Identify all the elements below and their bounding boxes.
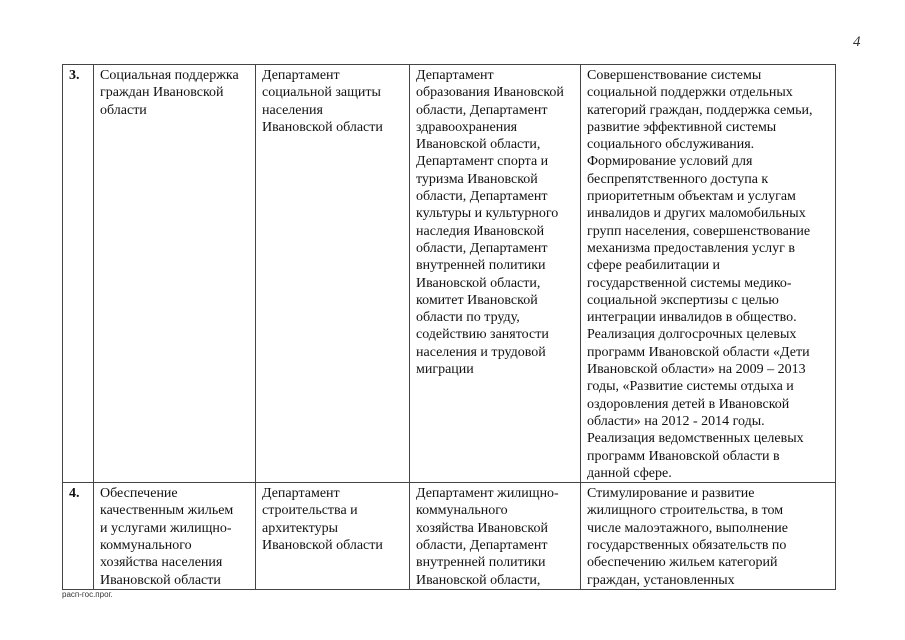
text-line: государственной системы медико- [587, 275, 792, 291]
text-line: групп населения, совершенствование [587, 223, 811, 239]
text-line: механизма предоставления услуг в [587, 240, 796, 256]
responsible-executor-cell: Департамент строительства и архитектуры Ива… [255, 482, 410, 590]
text-line: качественным жильем [100, 503, 234, 519]
text-line: области [100, 102, 147, 118]
text-line: обеспечению жильем категорий [587, 555, 778, 571]
text-line: Департамент [262, 486, 340, 502]
goals-cell: Стимулирование и развитие жилищного строи… [580, 482, 836, 590]
text-line: и услугами жилищно- [100, 520, 232, 536]
text-line: развитие эффективной системы [587, 119, 777, 135]
text-line: интеграции инвалидов в общество. [587, 310, 797, 326]
goals-cell: Совершенствование системы социальной подд… [580, 63, 836, 484]
text-line: Ивановской области [100, 572, 221, 588]
text-line: Ивановской области, [416, 275, 541, 291]
text-line: годы, «Развитие системы отдыха и [587, 379, 794, 395]
text-line: данной сфере. [587, 465, 672, 481]
text-line: беспрепятственного доступа к [587, 171, 769, 187]
table-row: 4. Обеспечение качественным жильем и услуга… [62, 482, 836, 590]
text-line: коммунального [100, 538, 192, 554]
co-executors-cell: Департамент образования Ивановской области… [409, 63, 581, 484]
text-line: Ивановской области» на 2009 – 2013 [587, 362, 806, 378]
co-executors-cell: Департамент жилищно-коммунального хозяйст… [409, 482, 581, 590]
text-line: области, Департамент [416, 189, 548, 205]
text-line: Ивановской области [262, 119, 383, 135]
text-line: граждан Ивановской [100, 85, 224, 101]
footer-filename: расп-гос.прог. [62, 590, 113, 599]
text-line: Департамент жилищно- [416, 486, 559, 502]
text-line: Формирование условий для [587, 154, 753, 170]
text-line: культуры и культурного [416, 206, 559, 222]
text-line: Социальная поддержка [100, 68, 239, 83]
text-line: коммунального [416, 503, 508, 519]
text-line: хозяйства населения [100, 555, 223, 571]
text-line: числе малоэтажного, выполнение [587, 520, 788, 536]
text-line: Стимулирование и развитие [587, 486, 755, 502]
text-line: внутренней политики [416, 555, 546, 571]
text-line: приоритетным объектам и услугам [587, 189, 796, 205]
text-line: области, Департамент [416, 240, 548, 256]
text-line: граждан, установленных [587, 572, 735, 588]
text-line: Ивановской области, [416, 572, 541, 588]
text-line: здравоохранения [416, 119, 518, 135]
table-row: 3. Социальная поддержка граждан Ивановской… [62, 63, 836, 484]
text-line: социальной экспертизы с целью [587, 292, 779, 308]
program-name-cell: Обеспечение качественным жильем и услугами… [93, 482, 256, 590]
text-line: архитектуры [262, 520, 338, 536]
text-line: Ивановской области, [416, 137, 541, 153]
text-line: наследия Ивановской [416, 223, 545, 239]
text-line: области, Департамент [416, 102, 548, 118]
row-number-cell: 4. [62, 482, 94, 590]
text-line: населения [262, 102, 323, 118]
programs-table: 3. Социальная поддержка граждан Ивановской… [62, 63, 836, 590]
text-line: населения и трудовой [416, 344, 546, 360]
responsible-executor-cell: Департамент социальной защиты населения Ива… [255, 63, 410, 484]
text-line: внутренней политики [416, 258, 546, 274]
text-line: социальной защиты [262, 85, 381, 101]
text-line: содействию занятости [416, 327, 549, 343]
text-line: Совершенствование системы [587, 68, 762, 83]
text-line: категорий граждан, поддержка семьи, [587, 102, 813, 118]
text-line: инвалидов и других маломобильных [587, 206, 806, 222]
text-line: Ивановской области [262, 538, 383, 554]
text-line: образования Ивановской [416, 85, 564, 101]
text-line: миграции [416, 362, 474, 378]
text-line: Реализация ведомственных целевых [587, 431, 804, 447]
text-line: Департамент спорта и [416, 154, 549, 170]
text-line: социальной поддержки отдельных [587, 85, 793, 101]
text-line: социального обслуживания. [587, 137, 755, 153]
text-line: области» на 2012 - 2014 годы. [587, 413, 765, 429]
row-number-cell: 3. [62, 63, 94, 484]
text-line: туризма Ивановской [416, 171, 538, 187]
text-line: хозяйства Ивановской [416, 520, 548, 536]
text-line: сфере реабилитации и [587, 258, 721, 274]
text-line: оздоровления детей в Ивановской [587, 396, 790, 412]
program-name-cell: Социальная поддержка граждан Ивановской об… [93, 63, 256, 484]
text-line: области по труду, [416, 310, 520, 326]
text-line: строительства и [262, 503, 358, 519]
page-number: 4 [853, 34, 861, 50]
text-line: комитет Ивановской [416, 292, 538, 308]
text-line: программ Ивановской области в [587, 448, 780, 464]
text-line: Реализация долгосрочных целевых [587, 327, 797, 343]
text-line: Департамент [262, 68, 340, 83]
text-line: Обеспечение [100, 486, 178, 502]
text-line: программ Ивановской области «Дети [587, 344, 810, 360]
text-line: государственных обязательств по [587, 538, 787, 554]
text-line: области, Департамент [416, 538, 548, 554]
text-line: Департамент [416, 68, 494, 83]
text-line: жилищного строительства, в том [587, 503, 784, 519]
